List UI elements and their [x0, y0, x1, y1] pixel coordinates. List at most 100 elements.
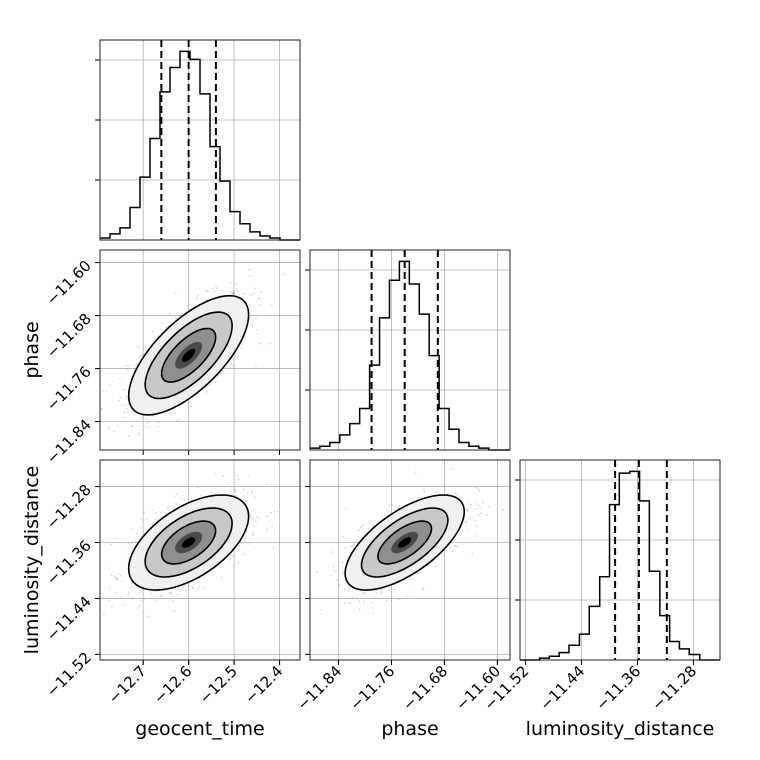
scatter-point	[141, 599, 144, 602]
scatter-point	[423, 490, 426, 493]
scatter-point	[205, 290, 208, 292]
scatter-point	[170, 592, 173, 594]
scatter-point	[178, 418, 181, 420]
scatter-point	[232, 358, 234, 360]
scatter-point	[388, 504, 391, 507]
scatter-point	[138, 604, 141, 607]
scatter-point	[136, 607, 139, 609]
x-tick-label: −11.36	[592, 662, 644, 714]
scatter-point	[237, 483, 240, 486]
scatter-point	[127, 557, 130, 560]
scatter-point	[363, 601, 365, 603]
scatter-point	[145, 417, 148, 420]
scatter-point	[266, 483, 269, 486]
scatter-point	[255, 364, 257, 367]
scatter-point	[411, 578, 413, 581]
scatter-point	[212, 290, 215, 293]
y-tick-label: −11.68	[43, 310, 95, 362]
scatter-point	[351, 545, 354, 548]
scatter-point	[143, 597, 146, 600]
scatter-point	[235, 282, 238, 285]
scatter-point	[100, 408, 103, 411]
panel-content	[100, 269, 285, 450]
y-axis-luminosity_distance: −11.52−11.44−11.36−11.28luminosity_dista…	[21, 466, 95, 701]
scatter-point	[202, 587, 205, 589]
scatter-point	[172, 595, 175, 598]
x-axis-luminosity_distance: −11.52 −11.44 −11.36 −11.28luminosity_dista…	[480, 660, 714, 740]
scatter-point	[168, 312, 171, 315]
scatter-point	[467, 509, 470, 512]
scatter-point	[108, 427, 111, 430]
scatter-point	[166, 507, 169, 510]
scatter-point	[247, 475, 250, 478]
scatter-point	[116, 578, 118, 581]
scatter-point	[180, 588, 183, 590]
scatter-point	[344, 602, 346, 605]
scatter-point	[356, 597, 359, 599]
scatter-point	[138, 591, 141, 593]
scatter-point	[113, 575, 116, 578]
scatter-point	[239, 347, 242, 349]
scatter-point	[478, 489, 481, 492]
scatter-point	[373, 596, 376, 598]
scatter-point	[251, 492, 253, 495]
scatter-point	[273, 509, 276, 512]
scatter-point	[381, 589, 383, 591]
density-peak	[398, 537, 412, 548]
scatter-point	[367, 527, 370, 530]
scatter-point	[158, 420, 161, 422]
scatter-point	[176, 419, 178, 422]
scatter-point	[347, 590, 350, 592]
scatter-point	[151, 523, 154, 526]
scatter-point	[390, 503, 393, 506]
scatter-point	[271, 525, 274, 528]
scatter-point	[157, 421, 159, 424]
contour-line	[360, 507, 449, 578]
scatter-point	[110, 574, 113, 577]
scatter-point	[255, 515, 258, 518]
y-tick-label: −11.52	[43, 649, 95, 701]
scatter-point	[243, 488, 245, 491]
scatter-point	[174, 610, 176, 612]
panel-content	[316, 467, 505, 615]
histogram-step-geocent_time	[100, 50, 300, 241]
scatter-point	[180, 497, 183, 499]
scatter-point	[269, 342, 272, 345]
scatter-point	[121, 421, 123, 423]
scatter-point	[170, 593, 172, 596]
scatter-point	[482, 501, 484, 504]
scatter-point	[231, 292, 234, 295]
scatter-point	[229, 281, 232, 284]
scatter-point	[247, 543, 250, 545]
scatter-point	[341, 572, 344, 574]
scatter-point	[227, 482, 230, 485]
scatter-point	[259, 304, 262, 306]
scatter-point	[216, 287, 219, 290]
y-tick-label: −11.84	[43, 416, 95, 468]
scatter-point	[240, 542, 242, 544]
scatter-point	[252, 532, 255, 535]
scatter-point	[422, 488, 425, 491]
scatter-point	[152, 414, 155, 417]
scatter-point	[258, 298, 261, 300]
scatter-point	[347, 587, 350, 590]
scatter-point	[120, 404, 123, 406]
scatter-point	[119, 377, 121, 380]
scatter-point	[451, 467, 453, 470]
scatter-point	[111, 605, 113, 608]
histogram-step-luminosity_distance	[520, 470, 720, 661]
scatter-point	[137, 346, 140, 349]
scatter-point	[214, 381, 217, 384]
scatter-point	[352, 543, 355, 546]
scatter-point	[256, 328, 258, 331]
scatter-point	[255, 317, 257, 320]
scatter-point	[364, 592, 367, 594]
scatter-point	[196, 588, 199, 591]
x-tick-label: −12.4	[241, 662, 286, 707]
marginal-luminosity_distance	[515, 459, 721, 661]
scatter-point	[120, 596, 123, 599]
panel-frame	[309, 249, 511, 451]
scatter-point	[140, 416, 143, 419]
scatter-point	[476, 525, 478, 528]
scatter-point	[435, 489, 438, 492]
